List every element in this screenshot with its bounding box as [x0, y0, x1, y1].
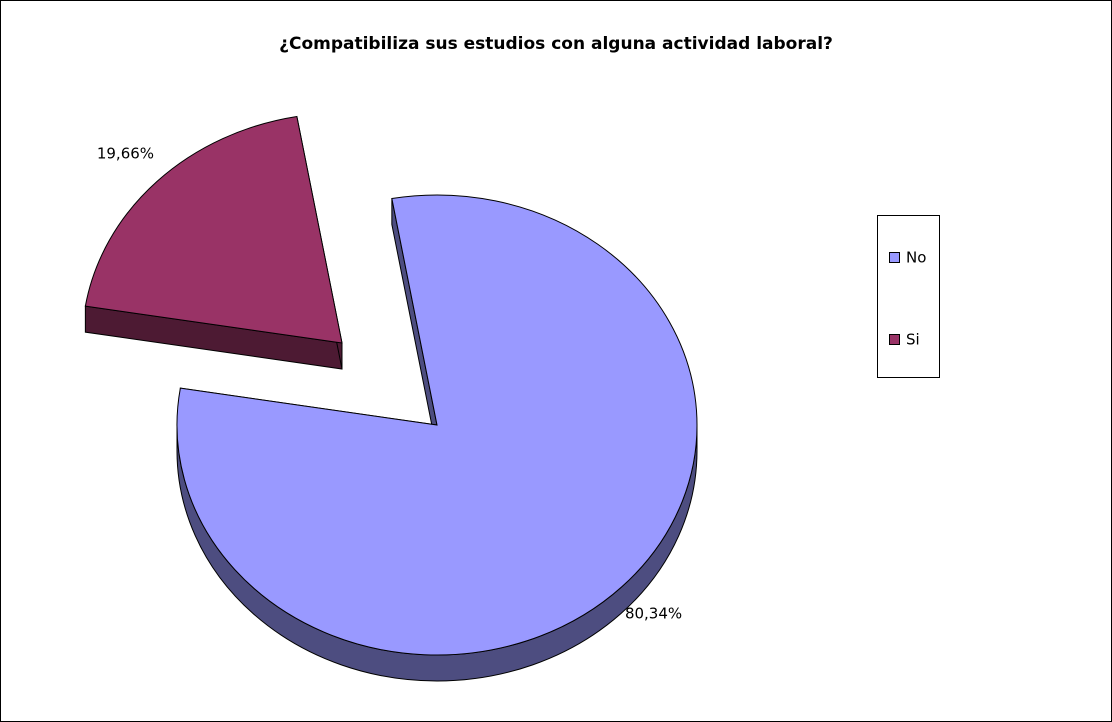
pie-slice [84, 115, 343, 344]
data-label: 19,66% [97, 145, 154, 163]
chart-title: ¿Compatibiliza sus estudios con alguna a… [279, 34, 833, 54]
legend-box [877, 215, 940, 378]
data-label: 80,34% [625, 604, 682, 622]
legend-label: Si [906, 331, 920, 349]
legend-swatch [889, 252, 900, 263]
legend-label: No [906, 249, 926, 267]
pie-slice [176, 194, 698, 656]
legend-swatch [889, 334, 900, 345]
